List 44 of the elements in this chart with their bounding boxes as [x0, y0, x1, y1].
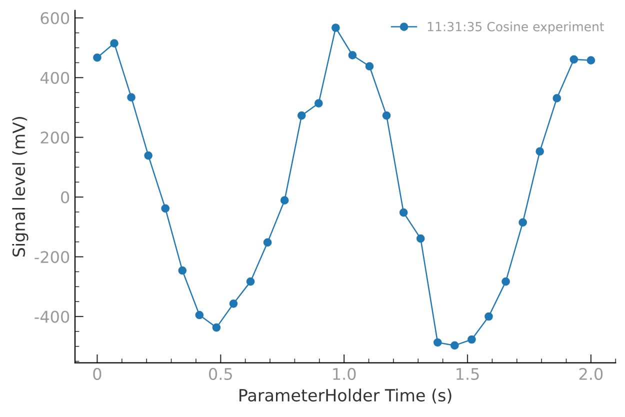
y-tick-label: 400 — [40, 72, 70, 84]
point — [365, 62, 374, 70]
point — [570, 55, 578, 64]
x-tick-label: 2.0 — [579, 368, 603, 380]
point — [332, 24, 340, 32]
point — [127, 93, 136, 102]
point — [246, 277, 255, 286]
point — [536, 147, 544, 156]
point — [518, 218, 527, 227]
x-tick-label: 0.5 — [209, 368, 232, 380]
y-tick-label: -200 — [34, 250, 70, 264]
point — [450, 341, 459, 350]
point — [212, 323, 221, 332]
point — [229, 299, 238, 308]
point — [399, 208, 408, 217]
point — [552, 94, 562, 102]
x-tick-label: 1.5 — [456, 368, 479, 380]
y-tick-label: -400 — [34, 310, 70, 323]
x-tick-label: 0 — [93, 368, 102, 380]
point — [178, 266, 187, 275]
point — [348, 51, 357, 60]
point — [93, 53, 102, 62]
point — [110, 39, 118, 48]
point — [484, 312, 493, 321]
x-axis-title: ParameterHolder Time (s) — [240, 388, 452, 404]
point — [382, 111, 391, 120]
y-tick-label: 600 — [40, 12, 70, 24]
point — [468, 335, 476, 344]
point — [416, 234, 425, 243]
point — [502, 277, 510, 286]
point — [314, 99, 323, 108]
point — [263, 238, 272, 247]
y-tick-label: 0 — [61, 191, 70, 204]
y-axis-title: Signal level (mV) — [12, 117, 28, 257]
point — [144, 151, 152, 160]
legend-label: 11:31:35 Cosine experiment — [428, 22, 604, 34]
point — [161, 204, 170, 213]
point — [586, 56, 596, 64]
point — [433, 338, 442, 347]
point — [195, 310, 204, 320]
point — [280, 196, 289, 205]
y-tick-label: 200 — [40, 132, 70, 144]
x-tick-label: 1.0 — [333, 368, 356, 380]
point — [297, 111, 306, 120]
